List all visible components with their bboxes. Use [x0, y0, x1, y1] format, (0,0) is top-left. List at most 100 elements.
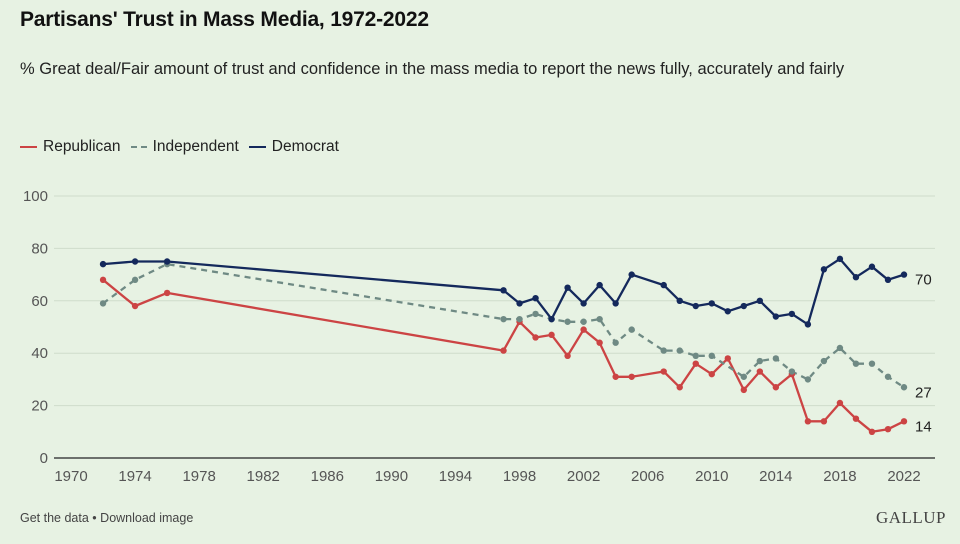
- data-point-democrat[interactable]: [564, 284, 571, 291]
- data-point-republican[interactable]: [131, 302, 139, 310]
- data-point-independent[interactable]: [756, 357, 764, 365]
- data-point-independent[interactable]: [676, 347, 683, 354]
- data-point-democrat[interactable]: [756, 297, 764, 304]
- data-point-independent[interactable]: [836, 344, 844, 352]
- data-point-republican[interactable]: [532, 334, 539, 341]
- data-point-republican[interactable]: [900, 418, 908, 425]
- data-point-independent[interactable]: [820, 357, 828, 365]
- data-point-republican[interactable]: [163, 289, 171, 297]
- data-point-republican[interactable]: [852, 415, 860, 422]
- data-point-republican[interactable]: [612, 373, 619, 380]
- data-point-independent[interactable]: [580, 318, 587, 325]
- data-point-republican[interactable]: [740, 386, 748, 394]
- footer-separator: •: [92, 511, 97, 525]
- legend-swatch-independent: [130, 146, 147, 148]
- data-point-independent[interactable]: [804, 376, 812, 383]
- data-point-democrat[interactable]: [692, 302, 699, 310]
- data-point-democrat[interactable]: [740, 302, 748, 310]
- y-tick-label: 40: [31, 345, 48, 362]
- data-point-republican[interactable]: [804, 418, 812, 425]
- data-point-republican[interactable]: [884, 425, 892, 433]
- legend-swatch-republican: [20, 146, 37, 148]
- data-point-democrat[interactable]: [596, 281, 603, 289]
- data-point-independent[interactable]: [772, 355, 780, 362]
- data-point-independent[interactable]: [564, 318, 571, 325]
- data-point-democrat[interactable]: [548, 315, 555, 323]
- get-data-link[interactable]: Get the data: [20, 511, 89, 525]
- data-point-republican[interactable]: [564, 352, 571, 360]
- data-point-independent[interactable]: [692, 352, 699, 360]
- data-point-independent[interactable]: [500, 315, 507, 323]
- data-point-independent[interactable]: [884, 373, 892, 380]
- data-point-independent[interactable]: [660, 347, 667, 354]
- data-point-republican[interactable]: [692, 360, 699, 367]
- data-point-democrat[interactable]: [788, 310, 796, 318]
- gallup-logo: GALLUP: [875, 508, 946, 527]
- legend-item-republican[interactable]: Republican: [20, 138, 121, 156]
- data-point-republican[interactable]: [628, 373, 635, 380]
- data-point-democrat[interactable]: [500, 287, 507, 294]
- legend-item-democrat[interactable]: Democrat: [248, 138, 339, 156]
- data-point-independent[interactable]: [596, 315, 603, 323]
- data-point-republican[interactable]: [836, 399, 844, 407]
- data-point-republican[interactable]: [724, 355, 731, 362]
- data-point-democrat[interactable]: [708, 300, 715, 307]
- footer-links: Get the data • Download image: [20, 511, 193, 525]
- data-point-independent[interactable]: [900, 384, 908, 391]
- data-point-democrat[interactable]: [900, 271, 908, 278]
- data-point-democrat[interactable]: [99, 260, 107, 268]
- data-point-democrat[interactable]: [836, 255, 844, 263]
- y-tick-label: 0: [40, 450, 48, 467]
- data-point-independent[interactable]: [788, 368, 796, 375]
- gridlines: [54, 195, 935, 459]
- x-tick-label: 1982: [247, 468, 280, 485]
- data-point-republican[interactable]: [708, 370, 715, 378]
- data-point-independent[interactable]: [516, 315, 523, 323]
- data-point-independent[interactable]: [740, 373, 748, 380]
- data-point-republican[interactable]: [500, 347, 507, 354]
- chart-title: Partisans' Trust in Mass Media, 1972-202…: [20, 8, 429, 31]
- data-point-republican[interactable]: [596, 339, 603, 346]
- data-point-independent[interactable]: [852, 360, 860, 367]
- data-point-democrat[interactable]: [852, 274, 860, 281]
- data-point-democrat[interactable]: [532, 294, 539, 302]
- x-tick-label: 2018: [823, 468, 856, 485]
- data-point-democrat[interactable]: [628, 271, 635, 278]
- legend-label-democrat: Democrat: [271, 138, 339, 155]
- data-point-republican[interactable]: [548, 331, 555, 339]
- data-point-republican[interactable]: [868, 428, 876, 435]
- data-point-democrat[interactable]: [612, 300, 619, 307]
- data-point-republican[interactable]: [756, 368, 764, 375]
- data-point-democrat[interactable]: [131, 258, 139, 265]
- data-point-republican[interactable]: [820, 418, 828, 425]
- data-point-republican[interactable]: [660, 368, 667, 375]
- data-point-independent[interactable]: [99, 300, 107, 307]
- data-point-independent[interactable]: [708, 352, 715, 360]
- data-point-democrat[interactable]: [163, 258, 171, 265]
- data-point-democrat[interactable]: [580, 300, 587, 307]
- data-point-democrat[interactable]: [804, 321, 812, 328]
- data-point-independent[interactable]: [612, 339, 619, 346]
- data-point-democrat[interactable]: [820, 266, 828, 273]
- data-point-democrat[interactable]: [868, 263, 876, 270]
- data-point-independent[interactable]: [131, 276, 139, 284]
- data-point-democrat[interactable]: [660, 281, 667, 289]
- download-image-link[interactable]: Download image: [100, 511, 194, 525]
- legend-item-independent[interactable]: Independent: [130, 138, 239, 156]
- data-point-independent[interactable]: [868, 360, 876, 367]
- data-point-independent[interactable]: [628, 326, 635, 333]
- legend-swatch-democrat: [248, 146, 266, 148]
- data-point-republican[interactable]: [772, 384, 780, 391]
- data-point-democrat[interactable]: [772, 313, 780, 320]
- data-point-republican[interactable]: [676, 384, 683, 391]
- data-point-republican[interactable]: [99, 276, 107, 284]
- data-point-democrat[interactable]: [724, 308, 731, 315]
- data-point-democrat[interactable]: [676, 297, 683, 304]
- y-tick-label: 80: [31, 240, 48, 257]
- data-point-democrat[interactable]: [884, 276, 892, 284]
- data-point-independent[interactable]: [532, 310, 539, 318]
- x-tick-label: 1974: [118, 468, 151, 485]
- end-label-republican: 14: [915, 418, 932, 435]
- data-point-democrat[interactable]: [516, 300, 523, 307]
- data-point-republican[interactable]: [580, 326, 587, 333]
